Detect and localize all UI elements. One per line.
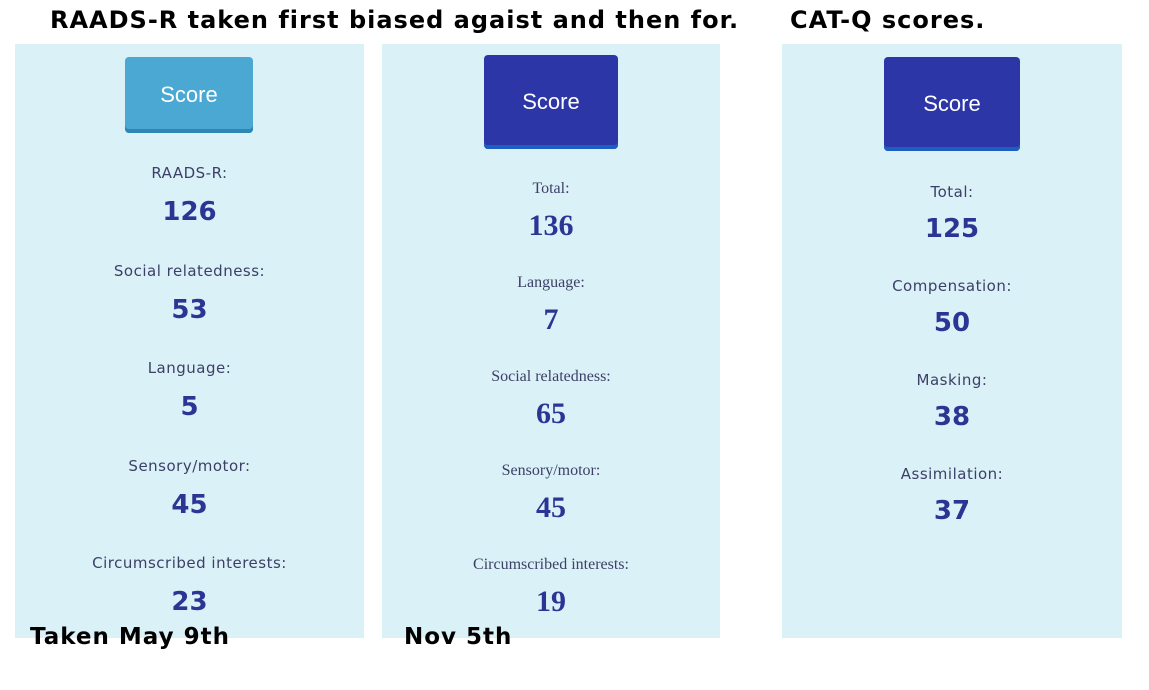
social-relatedness-value: 53: [171, 295, 208, 325]
left-date-caption: Taken May 9th: [30, 624, 230, 650]
raads-label: RAADS-R:: [151, 164, 228, 182]
language-value: 5: [180, 392, 199, 422]
raads-value: 126: [162, 197, 217, 227]
language-label: Language:: [517, 274, 585, 291]
assimilation-label: Assimilation:: [900, 465, 1004, 483]
social-relatedness-label: Social relatedness:: [113, 262, 266, 280]
raads-may-panel: Score RAADS-R: 126 Social relatedness: 5…: [15, 44, 364, 638]
total-value: 125: [924, 214, 980, 244]
raads-heading: RAADS-R taken first biased agaist and th…: [50, 6, 740, 34]
sensory-motor-label: Sensory/motor:: [501, 462, 601, 479]
middle-date-caption: Nov 5th: [404, 624, 513, 650]
language-value: 7: [543, 303, 559, 336]
sensory-motor-value: 45: [171, 490, 208, 520]
catq-panel: Score Total: 125 Compensation: 50 Maskin…: [782, 44, 1122, 638]
score-button[interactable]: Score: [125, 57, 253, 133]
score-button[interactable]: Score: [884, 57, 1020, 151]
sensory-motor-value: 45: [536, 491, 566, 524]
circumscribed-interests-label: Circumscribed interests:: [473, 556, 629, 573]
compensation-value: 50: [933, 308, 971, 338]
raads-nov-panel: Score Total: 136 Language: 7 Social rela…: [382, 44, 720, 638]
total-label: Total:: [930, 183, 974, 201]
masking-label: Masking:: [916, 371, 988, 389]
catq-heading: CAT-Q scores.: [790, 6, 986, 34]
social-relatedness-value: 65: [536, 397, 566, 430]
circumscribed-interests-value: 23: [171, 587, 208, 617]
circumscribed-interests-value: 19: [536, 585, 566, 618]
social-relatedness-label: Social relatedness:: [491, 368, 611, 385]
masking-value: 38: [933, 402, 971, 432]
score-button[interactable]: Score: [484, 55, 618, 149]
circumscribed-interests-label: Circumscribed interests:: [92, 554, 287, 572]
total-value: 136: [528, 209, 574, 242]
assimilation-value: 37: [933, 496, 971, 526]
sensory-motor-label: Sensory/motor:: [128, 457, 251, 475]
total-label: Total:: [532, 180, 570, 197]
language-label: Language:: [147, 359, 232, 377]
compensation-label: Compensation:: [892, 277, 1012, 295]
